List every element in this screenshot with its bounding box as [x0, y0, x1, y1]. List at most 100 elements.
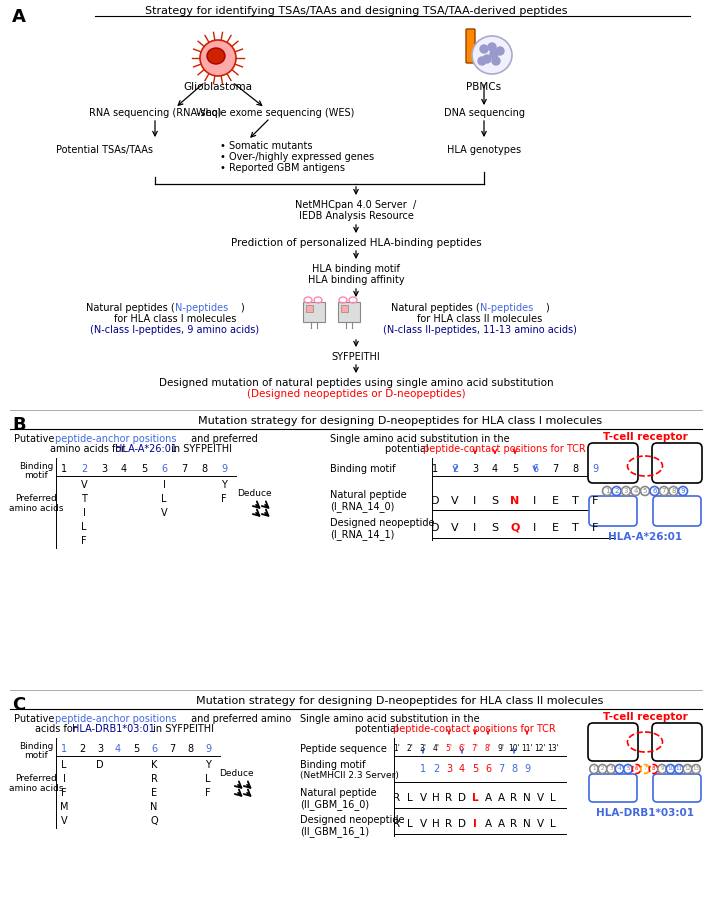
Text: peptide-anchor positions: peptide-anchor positions: [55, 714, 177, 724]
Text: K: K: [151, 760, 157, 770]
Text: Y: Y: [221, 480, 227, 490]
Text: 8: 8: [511, 764, 517, 774]
Ellipse shape: [684, 764, 692, 773]
Text: D: D: [458, 819, 466, 829]
Text: Single amino acid substitution in the: Single amino acid substitution in the: [300, 714, 480, 724]
Text: 4: 4: [633, 488, 638, 494]
Text: I: I: [533, 496, 537, 506]
FancyBboxPatch shape: [588, 443, 638, 483]
Text: HLA-A*26:01: HLA-A*26:01: [608, 532, 682, 542]
Text: 2: 2: [601, 767, 604, 771]
Text: 10': 10': [508, 744, 520, 753]
Text: V: V: [451, 523, 459, 533]
Text: 8: 8: [671, 488, 676, 494]
Text: N-peptides: N-peptides: [175, 303, 229, 313]
Text: for HLA class I molecules: for HLA class I molecules: [114, 314, 236, 324]
Text: 9: 9: [221, 464, 227, 474]
Text: I: I: [63, 774, 66, 784]
Text: N: N: [511, 496, 520, 506]
Text: T-cell receptor: T-cell receptor: [602, 432, 687, 442]
Text: 2: 2: [81, 464, 87, 474]
Text: 1: 1: [592, 767, 596, 771]
Text: 9': 9': [498, 744, 505, 753]
Text: L: L: [81, 522, 87, 532]
Text: 3: 3: [624, 488, 628, 494]
Text: Q: Q: [511, 523, 520, 533]
Text: 4': 4': [432, 744, 439, 753]
Text: HLA binding motif: HLA binding motif: [312, 264, 400, 274]
Text: HLA-A*26:01: HLA-A*26:01: [115, 444, 177, 454]
Text: S: S: [491, 496, 498, 506]
Text: 6: 6: [532, 464, 538, 474]
Text: 5: 5: [133, 744, 139, 754]
Text: A: A: [484, 819, 491, 829]
Text: Natural peptides (: Natural peptides (: [392, 303, 480, 313]
Text: T: T: [572, 523, 578, 533]
Ellipse shape: [607, 764, 615, 773]
Circle shape: [488, 43, 496, 51]
Text: 3: 3: [101, 464, 107, 474]
Ellipse shape: [658, 764, 666, 773]
Ellipse shape: [598, 764, 607, 773]
Text: 7: 7: [498, 764, 504, 774]
Text: 1: 1: [604, 488, 609, 494]
Text: 5: 5: [141, 464, 147, 474]
Text: L: L: [161, 494, 167, 504]
Text: 9: 9: [681, 488, 685, 494]
Text: Preferred: Preferred: [15, 774, 57, 783]
Text: F: F: [205, 788, 211, 798]
Text: Designed mutation of natural peptides using single amino acid substitution: Designed mutation of natural peptides us…: [159, 378, 553, 388]
Text: D: D: [458, 793, 466, 803]
Text: Whole exome sequencing (WES): Whole exome sequencing (WES): [196, 108, 354, 118]
Text: N: N: [523, 793, 531, 803]
Ellipse shape: [472, 36, 512, 74]
Text: Natural peptides (: Natural peptides (: [86, 303, 175, 313]
Text: 2: 2: [614, 488, 619, 494]
Text: peptide-contact positions for TCR: peptide-contact positions for TCR: [423, 444, 586, 454]
Text: in SYFPEITHI: in SYFPEITHI: [168, 444, 232, 454]
Text: 7: 7: [661, 488, 666, 494]
Text: Putative: Putative: [14, 714, 58, 724]
Text: 6: 6: [485, 764, 491, 774]
FancyBboxPatch shape: [652, 723, 702, 761]
Text: 4: 4: [459, 764, 465, 774]
Ellipse shape: [624, 764, 632, 773]
Text: 4: 4: [492, 464, 498, 474]
Bar: [341, 305, 348, 312]
Ellipse shape: [200, 40, 236, 76]
Ellipse shape: [631, 486, 640, 495]
Ellipse shape: [612, 486, 621, 495]
Text: 7: 7: [169, 744, 175, 754]
Text: I: I: [83, 508, 85, 518]
Text: L: L: [61, 760, 67, 770]
Text: A: A: [498, 819, 505, 829]
Circle shape: [496, 47, 504, 55]
Text: (I_RNA_14_1): (I_RNA_14_1): [330, 529, 394, 540]
Text: 1: 1: [432, 464, 438, 474]
Text: N: N: [150, 802, 157, 812]
Text: 4: 4: [121, 464, 127, 474]
Text: R: R: [511, 793, 518, 803]
Text: C: C: [12, 696, 25, 714]
Text: I: I: [533, 523, 537, 533]
Text: 9: 9: [592, 464, 598, 474]
Text: IEDB Analysis Resource: IEDB Analysis Resource: [298, 211, 414, 221]
Text: (I_RNA_14_0): (I_RNA_14_0): [330, 501, 394, 512]
Text: 12: 12: [684, 767, 691, 771]
Text: 5: 5: [512, 464, 518, 474]
FancyBboxPatch shape: [653, 774, 701, 802]
Text: • Reported GBM antigens: • Reported GBM antigens: [220, 163, 345, 173]
Text: Peptide sequence: Peptide sequence: [300, 744, 387, 754]
Ellipse shape: [659, 486, 669, 495]
Text: SYFPEITHI: SYFPEITHI: [332, 352, 380, 362]
FancyBboxPatch shape: [466, 29, 475, 63]
Text: F: F: [81, 536, 87, 546]
Text: Potential TSAs/TAAs: Potential TSAs/TAAs: [56, 145, 154, 155]
Text: A: A: [484, 793, 491, 803]
Text: 11: 11: [676, 767, 683, 771]
Text: 3: 3: [609, 767, 613, 771]
Text: E: E: [552, 523, 558, 533]
Text: Strategy for identifying TSAs/TAAs and designing TSA/TAA-derived peptides: Strategy for identifying TSAs/TAAs and d…: [145, 6, 567, 16]
Text: R: R: [511, 819, 518, 829]
Text: Glioblastoma: Glioblastoma: [184, 82, 253, 92]
